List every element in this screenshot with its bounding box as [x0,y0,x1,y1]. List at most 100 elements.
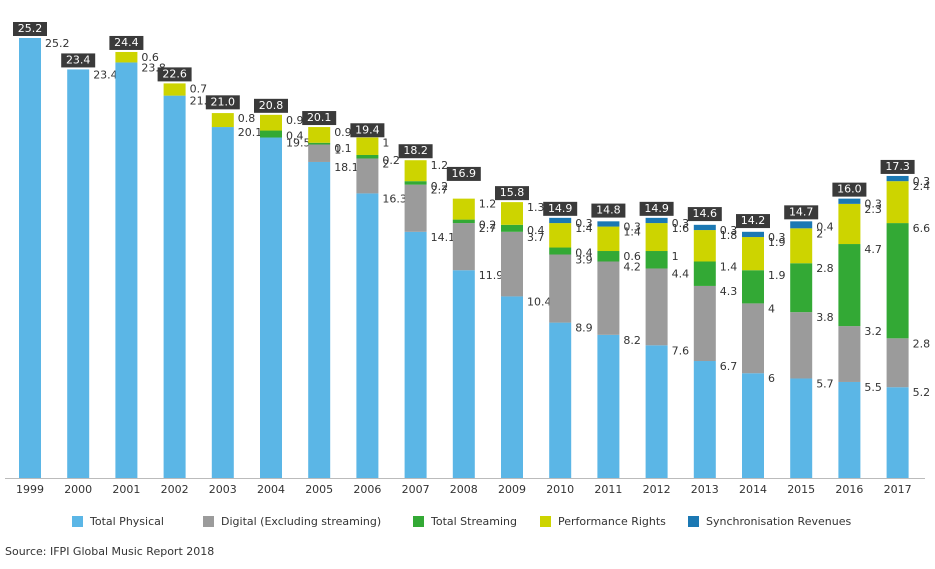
total-label: 21.0 [211,95,236,108]
total-label: 14.2 [741,214,766,227]
total-box [205,95,240,110]
value-label: 1.2 [431,159,449,172]
total-box [543,201,578,216]
value-label: 1.9 [768,269,786,282]
bar-segment [308,142,331,145]
value-label: 0.3 [864,198,882,211]
value-label: 5.7 [816,377,834,390]
bar-segment [790,228,813,264]
value-label: 6.6 [913,222,931,235]
x-tick-label: 2013 [691,483,719,496]
value-label: 2.7 [431,184,449,197]
value-label: 1 [334,144,341,157]
x-tick-label: 2004 [257,483,285,496]
value-label: 3.7 [527,231,545,244]
x-tick-label: 2000 [64,483,92,496]
value-label: 1.2 [479,198,497,211]
x-tick-label: 2011 [594,483,622,496]
value-label: 1.4 [623,226,641,239]
value-label: 18.1 [334,161,359,174]
value-label: 0.4 [575,247,593,260]
bar-segment [838,326,861,382]
bar-segment [549,223,572,248]
bar-segment [742,237,764,271]
bar-segment [501,224,523,232]
legend-label: Digital (Excluding streaming) [221,515,381,528]
total-box [736,214,770,229]
legend-label: Total Physical [89,515,164,528]
value-label: 1 [672,250,679,263]
value-label: 25.2 [45,37,70,50]
bar-segment [693,361,716,478]
value-label: 1.6 [672,222,690,235]
value-label: 0.1 [334,142,352,155]
x-tick-label: 2006 [353,483,381,496]
bar-segment [549,217,572,224]
x-tick-label: 2003 [209,483,237,496]
total-box [687,207,722,222]
value-label: 4 [768,302,775,315]
total-label: 19.4 [355,123,380,136]
total-label: 25.2 [18,22,43,35]
total-box [302,111,337,126]
bar-segment [645,345,668,478]
bar-segment [452,219,475,224]
x-tick-label: 2002 [161,483,189,496]
value-label: 0.3 [913,175,931,188]
bar-segment [163,83,186,96]
total-label: 14.9 [548,202,573,215]
bar-segment [742,373,764,478]
bar-segment [163,95,186,478]
total-label: 23.4 [66,53,91,66]
bar-segment [645,268,668,346]
value-label: 0.4 [286,130,304,143]
total-box [639,201,674,216]
bar-segment [790,263,813,313]
bar-segment [260,137,282,478]
bar-segment [838,381,861,478]
value-label: 0.9 [286,114,304,127]
value-label: 19.5 [286,137,311,150]
bar-segment [693,261,716,286]
total-box [254,98,288,113]
x-tick-label: 2016 [835,483,863,496]
bar-segment [356,137,379,155]
x-tick-label: 2015 [787,483,815,496]
bar-segment [645,251,668,269]
bar-segment [549,322,572,478]
total-label: 20.8 [259,99,284,112]
value-label: 3.8 [816,311,834,324]
bar-segment [115,51,138,63]
value-label: 1.9 [768,236,786,249]
value-label: 2 [382,157,389,170]
bar-segment [886,175,909,182]
value-label: 0.7 [190,82,208,95]
value-label: 1.4 [575,222,593,235]
x-tick-label: 2017 [884,483,912,496]
value-label: 0.2 [479,219,497,232]
value-label: 0.2 [382,154,400,167]
total-label: 14.7 [789,205,814,218]
value-label: 0.6 [623,250,641,263]
value-label: 4.4 [672,267,690,280]
x-tick-label: 2012 [643,483,671,496]
bar-segment [404,184,427,232]
x-tick-label: 2007 [402,483,430,496]
value-label: 1.8 [720,229,738,242]
total-box [13,22,47,36]
legend-label: Synchronisation Revenues [706,515,851,528]
value-label: 4.3 [720,285,738,298]
value-label: 4.7 [864,243,882,256]
bar-segment [886,338,909,388]
x-tick-label: 2009 [498,483,526,496]
x-tick-label: 1999 [16,483,44,496]
bar-segment [549,247,572,255]
value-label: 3.2 [864,325,882,338]
bar-segment [742,270,764,304]
bar-segment [19,38,41,478]
bar-segment [838,198,861,204]
value-label: 0.2 [431,180,449,193]
value-label: 0.3 [575,217,593,230]
value-label: 2.8 [816,262,834,275]
legend-swatch [540,516,551,527]
